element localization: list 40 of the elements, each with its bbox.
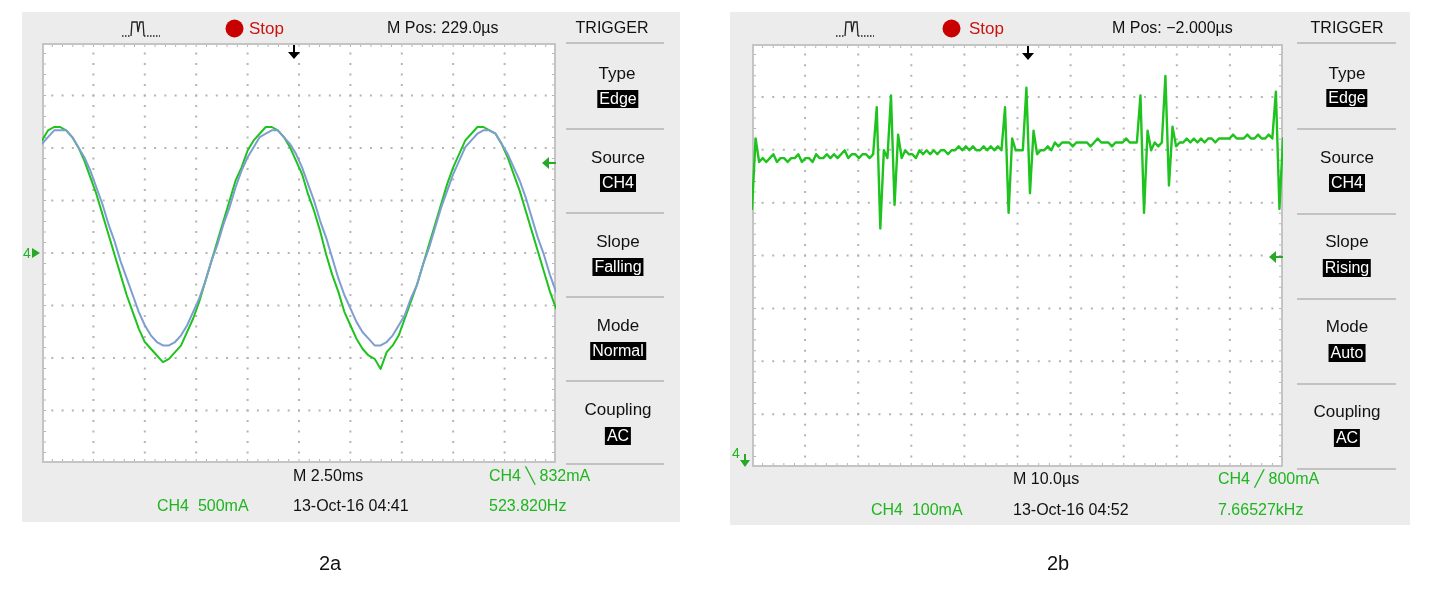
- text: Stop: [249, 18, 284, 38]
- text: 13-Oct-16 04:52: [1013, 501, 1129, 518]
- text: CH4 ╲ 832mA: [489, 467, 591, 484]
- text: AC: [1333, 429, 1361, 447]
- text: 2a: [318, 552, 342, 574]
- text: Falling: [592, 258, 644, 276]
- text: Slope: [1325, 231, 1369, 251]
- text: CH4 100mA: [871, 501, 963, 518]
- text: 7.66527kHz: [1218, 501, 1304, 518]
- text: TRIGGER: [575, 19, 649, 36]
- text: CH4: [599, 174, 637, 192]
- text: M Pos: −2.000µs: [1112, 19, 1233, 36]
- text: Slope: [596, 231, 640, 251]
- text: CH4 500mA: [157, 497, 249, 514]
- text: Type: [1328, 63, 1366, 83]
- text: M 10.0µs: [1013, 470, 1080, 487]
- text: CH4 ╱ 800mA: [1218, 470, 1320, 487]
- text: 2b: [1046, 552, 1070, 574]
- text: Source: [591, 147, 645, 167]
- text: CH4: [1328, 174, 1366, 192]
- text: Type: [598, 63, 636, 83]
- text: TRIGGER: [1310, 19, 1384, 36]
- text: Mode: [1325, 316, 1369, 336]
- text: 523.820Hz: [489, 497, 567, 514]
- text: Coupling: [584, 399, 652, 419]
- text: 13-Oct-16 04:41: [293, 497, 409, 514]
- text: 4: [732, 445, 740, 461]
- text: Edge: [1326, 89, 1368, 107]
- text: Auto: [1328, 344, 1366, 362]
- text: Source: [1320, 147, 1374, 167]
- text: Rising: [1322, 259, 1372, 277]
- text: Edge: [597, 90, 639, 108]
- text: Coupling: [1313, 401, 1381, 421]
- text: Mode: [596, 315, 640, 335]
- text: 4: [23, 245, 31, 261]
- text: M 2.50ms: [293, 467, 364, 484]
- text: AC: [604, 427, 632, 445]
- text: Stop: [969, 18, 1004, 38]
- text: M Pos: 229.0µs: [387, 19, 499, 36]
- text: Normal: [590, 342, 646, 360]
